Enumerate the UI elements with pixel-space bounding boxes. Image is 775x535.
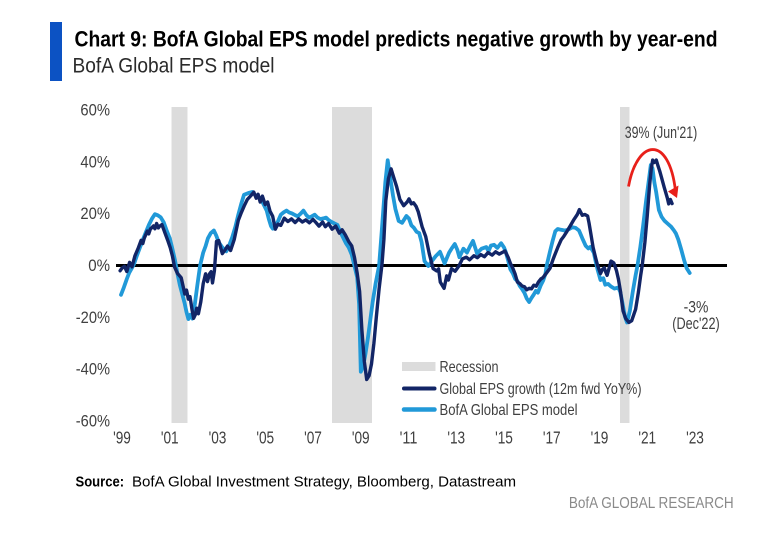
svg-text:BofA Global Investment Strateg: BofA Global Investment Strategy, Bloombe… <box>132 475 516 491</box>
svg-text:60%: 60% <box>80 102 110 120</box>
svg-text:Chart 9: BofA Global EPS model: Chart 9: BofA Global EPS model predicts … <box>75 27 718 52</box>
svg-text:'09: '09 <box>352 428 370 448</box>
svg-text:BofA Global EPS model: BofA Global EPS model <box>73 53 275 77</box>
svg-text:BofA Global EPS model: BofA Global EPS model <box>440 402 578 419</box>
svg-text:'23: '23 <box>686 428 704 448</box>
svg-text:20%: 20% <box>80 205 110 223</box>
svg-text:'05: '05 <box>256 428 274 448</box>
svg-text:Recession: Recession <box>440 359 499 376</box>
svg-text:-20%: -20% <box>76 309 110 327</box>
svg-text:-40%: -40% <box>76 361 110 379</box>
svg-text:'99: '99 <box>113 428 131 448</box>
svg-text:'01: '01 <box>161 428 179 448</box>
svg-text:Global EPS growth (12m fwd YoY: Global EPS growth (12m fwd YoY%) <box>440 381 642 398</box>
svg-text:'03: '03 <box>209 428 227 448</box>
svg-text:'21: '21 <box>638 428 656 448</box>
svg-text:'07: '07 <box>304 428 322 448</box>
svg-text:-60%: -60% <box>76 412 110 430</box>
svg-text:'13: '13 <box>447 428 465 448</box>
svg-text:BofA GLOBAL RESEARCH: BofA GLOBAL RESEARCH <box>569 495 734 512</box>
svg-text:'11: '11 <box>400 428 418 448</box>
svg-text:'19: '19 <box>591 428 609 448</box>
svg-text:-3%: -3% <box>684 298 709 317</box>
svg-text:Source:: Source: <box>76 475 125 491</box>
svg-text:'15: '15 <box>495 428 513 448</box>
svg-text:0%: 0% <box>88 257 110 275</box>
svg-text:'17: '17 <box>543 428 561 448</box>
svg-text:39% (Jun'21): 39% (Jun'21) <box>625 124 698 142</box>
svg-text:40%: 40% <box>80 153 110 171</box>
svg-text:(Dec'22): (Dec'22) <box>672 314 720 333</box>
